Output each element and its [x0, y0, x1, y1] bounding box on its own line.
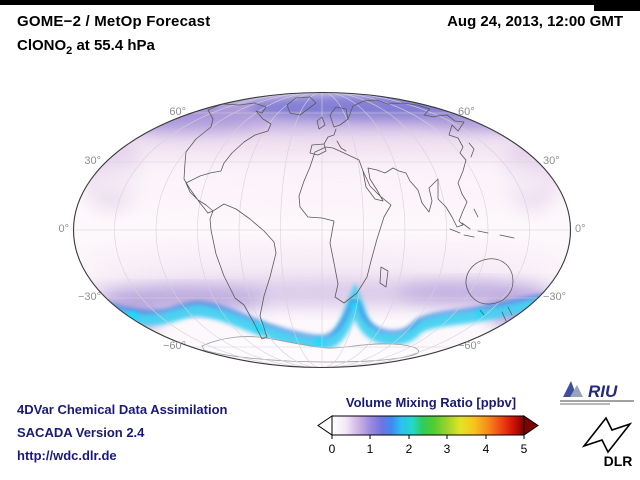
lat-label-0-right: 0°: [575, 223, 586, 235]
riu-logo-text: RIU: [588, 382, 618, 401]
lat-label-60n-right: 60°: [458, 106, 475, 118]
dlr-logo: DLR: [581, 416, 633, 468]
credits-block: 4DVar Chemical Data Assimilation SACADA …: [17, 398, 228, 467]
datetime-label: Aug 24, 2013, 12:00 GMT: [447, 13, 623, 30]
dlr-logo-text: DLR: [604, 453, 633, 468]
colorbar-tick-3: 3: [444, 442, 451, 456]
colorbar-tick-4: 4: [483, 442, 490, 456]
colorbar: 0 1 2 3 4 5: [317, 415, 539, 456]
riu-logo: RIU: [560, 381, 634, 405]
species-name: ClONO: [17, 37, 67, 54]
dlr-logo-mark: [581, 416, 633, 454]
colorbar-title: Volume Mixing Ratio [ppbv]: [345, 395, 517, 410]
lat-label-60s-right: −60°: [458, 340, 482, 352]
graticule: [73, 92, 571, 368]
species-subscript: 2: [66, 45, 73, 57]
colorbar-tick-1: 1: [367, 442, 374, 456]
lat-label-60n-left: 60°: [169, 106, 186, 118]
world-map: [72, 91, 572, 369]
lat-label-0-left: 0°: [58, 223, 69, 235]
lat-label-60s-left: −60°: [162, 340, 186, 352]
colorbar-right-arrow: [523, 415, 539, 436]
riu-logo-mark-gray: [570, 385, 583, 397]
credit-line-version: SACADA Version 2.4: [17, 425, 145, 440]
lat-label-30s-left: −30°: [77, 291, 101, 303]
lat-label-30s-right: −30°: [543, 291, 567, 303]
colorbar-tick-2: 2: [406, 442, 413, 456]
colorbar-tick-marks: [331, 435, 525, 439]
top-bar: [0, 0, 640, 5]
page-title: GOME−2 / MetOp Forecast: [17, 13, 211, 30]
species-level-label: ClONO2 at 55.4 hPa: [17, 37, 155, 57]
colorbar-gradient-bar: [331, 415, 525, 436]
pressure-level: at 55.4 hPa: [72, 37, 155, 54]
colorbar-left-arrow: [317, 415, 333, 436]
credit-line-assimilation: 4DVar Chemical Data Assimilation: [17, 402, 228, 417]
top-right-block: [594, 0, 640, 11]
credit-line-url: http://wdc.dlr.de: [17, 448, 117, 463]
lat-label-30n-left: 30°: [84, 155, 101, 167]
continent-outlines: [183, 96, 515, 340]
colorbar-tick-0: 0: [329, 442, 336, 456]
map-frame: [72, 91, 572, 369]
colorbar-tick-5: 5: [521, 442, 528, 456]
antarctica-outline: [201, 336, 420, 363]
lat-label-30n-right: 30°: [543, 155, 560, 167]
